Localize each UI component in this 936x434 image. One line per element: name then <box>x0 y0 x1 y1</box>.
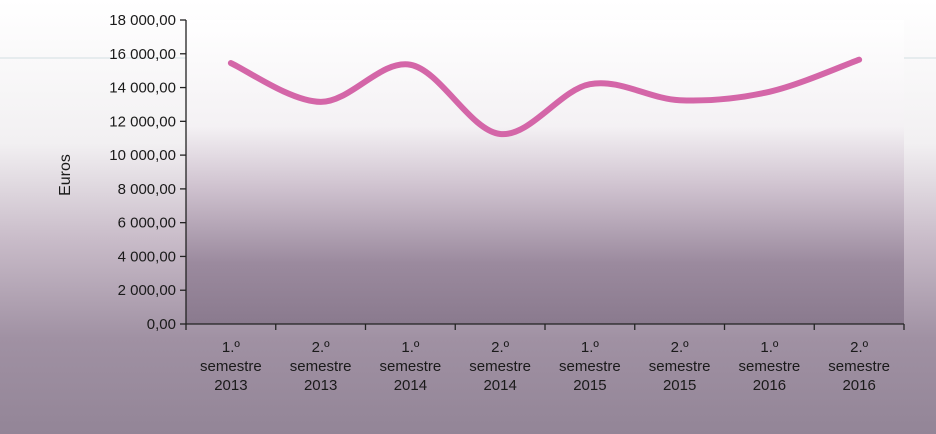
series-layer <box>227 56 863 138</box>
x-axis-ticks: 1.º semestre 2013 2.º semestre 2013 1.º semestr… <box>185 324 905 394</box>
y-axis-ticks: 0,00 2 000,00 4 000,00 6 000,00 8 000,00 10 0… <box>109 12 186 333</box>
y-tick-label: 16 000,00 <box>109 46 176 63</box>
y-tick-label: 0,00 <box>147 316 176 333</box>
data-point <box>499 133 501 135</box>
series-line <box>227 56 863 138</box>
data-point <box>768 91 770 93</box>
x-tick-label: 1.º semestre 2016 <box>739 339 801 394</box>
y-tick-label: 6 000,00 <box>118 215 176 232</box>
plot-area <box>186 20 904 324</box>
x-tick-label: 2.º semestre 2014 <box>469 339 531 394</box>
x-tick-label: 1.º semestre 2013 <box>200 339 262 394</box>
x-tick-label: 2.º semestre 2015 <box>649 339 711 394</box>
x-tick-label: 1.º semestre 2015 <box>559 339 621 394</box>
y-tick-label: 18 000,00 <box>109 12 176 29</box>
data-point <box>230 62 232 64</box>
y-tick-label: 2 000,00 <box>118 282 176 299</box>
y-tick-label: 8 000,00 <box>118 181 176 198</box>
data-point <box>320 101 322 103</box>
y-axis-title: Euros <box>57 154 74 196</box>
data-point <box>679 99 681 101</box>
x-tick-label: 2.º semestre 2013 <box>290 339 352 394</box>
data-point <box>409 64 411 66</box>
data-point <box>589 83 591 85</box>
x-tick-label: 1.º semestre 2014 <box>380 339 442 394</box>
x-tick-label: 2.º semestre 2016 <box>828 339 890 394</box>
y-tick-label: 4 000,00 <box>118 248 176 265</box>
y-tick-label: 12 000,00 <box>109 113 176 130</box>
y-tick-label: 14 000,00 <box>109 80 176 97</box>
data-point <box>858 59 860 61</box>
y-tick-label: 10 000,00 <box>109 147 176 164</box>
